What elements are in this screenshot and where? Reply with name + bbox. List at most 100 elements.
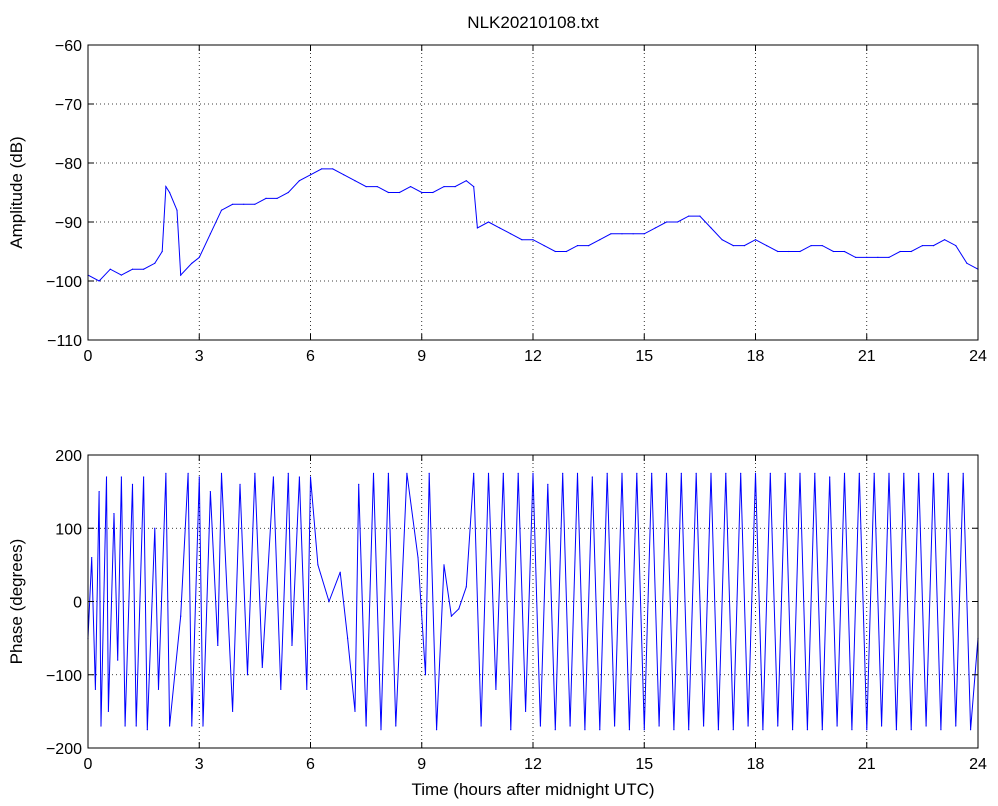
- data-point: [473, 472, 475, 474]
- data-point: [721, 239, 723, 241]
- data-point: [220, 209, 223, 211]
- data-point: [187, 472, 189, 474]
- data-point: [280, 688, 282, 691]
- data-point: [547, 483, 549, 485]
- data-point: [232, 203, 234, 205]
- x-tick-label: 9: [417, 756, 426, 773]
- data-point: [417, 556, 419, 559]
- data-point: [495, 688, 497, 691]
- phase-panel: 0 3 6 9 12 15 18 21 24 −200 −100 0 100 200 Phase (degr…: [7, 448, 987, 799]
- data-point: [777, 725, 779, 727]
- data-point: [610, 233, 612, 235]
- data-point: [799, 472, 801, 474]
- data-point: [539, 725, 542, 727]
- data-point: [688, 215, 690, 217]
- data-point: [354, 180, 356, 182]
- data-point: [480, 725, 482, 727]
- data-point: [588, 245, 590, 247]
- data-point: [454, 186, 456, 188]
- data-point: [806, 729, 809, 731]
- data-point: [309, 476, 312, 478]
- data-point: [569, 725, 571, 727]
- data-point: [191, 262, 193, 264]
- data-point: [432, 191, 434, 194]
- data-point: [766, 245, 768, 247]
- data-point: [98, 491, 100, 493]
- data-point: [154, 527, 156, 529]
- data-point: [165, 186, 167, 188]
- data-point: [743, 245, 745, 247]
- data-point: [918, 472, 920, 474]
- data-point: [673, 729, 675, 731]
- x-tick-label: 6: [306, 756, 315, 773]
- data-point: [517, 472, 519, 474]
- data-point: [821, 245, 823, 247]
- data-point: [955, 725, 957, 727]
- data-point: [791, 729, 794, 731]
- series-line: [87, 473, 979, 730]
- data-point: [921, 245, 923, 247]
- data-point: [272, 476, 275, 478]
- data-point: [387, 472, 389, 474]
- data-point: [710, 227, 712, 229]
- data-point: [321, 168, 323, 170]
- plot-area: [88, 45, 978, 340]
- data-point: [120, 476, 122, 478]
- data-point: [628, 729, 631, 731]
- data-point: [799, 250, 801, 253]
- data-point: [161, 250, 163, 253]
- data-point: [925, 725, 927, 727]
- data-point: [565, 250, 567, 253]
- data-point: [176, 209, 178, 211]
- data-point: [191, 725, 193, 727]
- data-point: [543, 245, 545, 247]
- data-point: [762, 729, 764, 731]
- data-point: [866, 729, 868, 731]
- x-tick-label: 15: [635, 348, 653, 365]
- data-point: [665, 221, 668, 223]
- data-point: [688, 729, 690, 731]
- data-point: [810, 245, 812, 247]
- data-point: [117, 659, 119, 661]
- data-point: [944, 239, 946, 241]
- data-point: [680, 472, 682, 474]
- y-tick-label: −80: [55, 156, 82, 173]
- data-point: [328, 600, 330, 603]
- data-point: [487, 472, 490, 474]
- x-tick-label: 21: [858, 756, 876, 773]
- y-tick-label: −110: [47, 333, 82, 350]
- data-point: [476, 227, 478, 229]
- data-point: [291, 644, 293, 647]
- y-tick-label: −90: [55, 215, 82, 232]
- data-point: [702, 725, 705, 727]
- chart-title: NLK20210108.txt: [467, 13, 599, 32]
- data-point: [380, 729, 382, 731]
- data-point: [895, 729, 898, 731]
- y-tick-label: 200: [55, 448, 82, 465]
- data-point: [298, 476, 300, 478]
- data-point: [873, 472, 875, 474]
- data-point: [843, 250, 846, 253]
- data-point: [910, 729, 912, 731]
- data-point: [732, 245, 734, 247]
- data-point: [554, 729, 556, 731]
- data-point: [198, 476, 200, 478]
- data-point: [94, 688, 97, 691]
- data-point: [239, 483, 241, 485]
- data-point: [591, 476, 593, 478]
- data-point: [969, 729, 972, 731]
- data-point: [710, 472, 712, 474]
- data-point: [354, 710, 356, 712]
- data-point: [832, 250, 834, 253]
- data-point: [168, 191, 171, 194]
- data-point: [91, 556, 93, 559]
- data-point: [606, 472, 608, 474]
- data-point: [888, 472, 890, 474]
- data-point: [265, 197, 267, 199]
- data-point: [910, 250, 912, 253]
- data-point: [562, 472, 564, 474]
- data-point: [621, 233, 623, 235]
- data-point: [298, 180, 300, 182]
- data-point: [131, 268, 134, 270]
- data-point: [107, 710, 109, 712]
